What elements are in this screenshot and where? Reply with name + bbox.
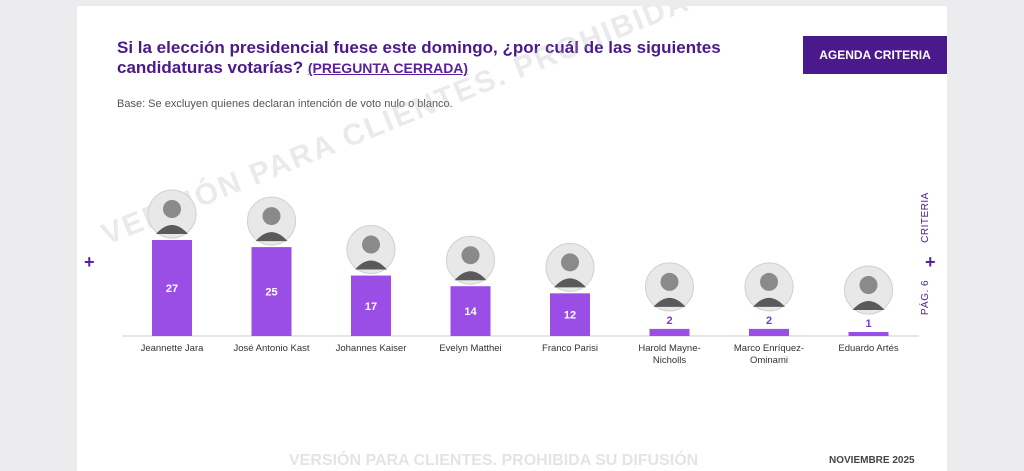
bar — [749, 328, 789, 336]
base-note: Base: Se excluyen quienes declaran inten… — [117, 98, 453, 110]
avatar-head — [163, 200, 181, 218]
avatar-head — [760, 272, 778, 291]
category-label: Johannes Kaiser — [336, 343, 407, 354]
avatar-shoulders — [156, 225, 188, 234]
avatar-shoulders — [255, 232, 288, 242]
bar-value-label: 14 — [464, 306, 477, 318]
category-label: Evelyn Matthei — [439, 343, 501, 354]
bar-value-label: 12 — [564, 310, 576, 322]
category-label: José Antonio Kast — [233, 343, 309, 354]
bar — [450, 286, 491, 336]
bar-value-label: 2 — [766, 315, 772, 327]
agenda-criteria-button[interactable]: AGENDA CRITERIA — [803, 36, 947, 74]
avatar-head — [660, 272, 679, 291]
bar-value-label: 25 — [265, 287, 277, 299]
report-slide: Si la elección presidencial fuese este d… — [77, 6, 947, 471]
question-note: (PREGUNTA CERRADA) — [307, 60, 469, 76]
bar — [848, 332, 889, 336]
avatar-shoulders — [355, 260, 387, 270]
question-text: Si la elección presidencial fuese este d… — [117, 38, 721, 77]
footer-watermark: VERSIÓN PARA CLIENTES. PROHIBIDA SU DIFU… — [289, 452, 699, 469]
right-plus-icon: + — [925, 252, 936, 272]
avatar-shoulders — [753, 297, 785, 307]
bar — [251, 247, 292, 336]
avatar-shoulders — [454, 271, 487, 281]
brand-vertical-label: CRITERIA — [919, 192, 931, 243]
bar-chart: 27 Jeannette Jara 25 José Antonio Kast 17 Joh… — [122, 189, 919, 366]
bar-value-label: 17 — [365, 301, 377, 313]
avatar-head — [859, 276, 878, 294]
category-label: Eduardo Artés — [838, 343, 898, 354]
bar-value-label: 1 — [865, 318, 871, 330]
bar — [152, 240, 192, 336]
bar — [649, 328, 690, 336]
avatar-head — [262, 207, 281, 226]
avatar-head — [461, 246, 480, 265]
page-title: Si la elección presidencial fuese este d… — [117, 38, 757, 78]
bar — [550, 293, 590, 336]
bar-value-label: 27 — [166, 283, 178, 295]
bar — [351, 275, 391, 336]
category-label: Jeannette Jara — [141, 343, 205, 354]
avatar-shoulders — [554, 278, 586, 288]
avatar-shoulders — [852, 301, 885, 310]
page-number: PÁG. 6 — [920, 279, 932, 316]
category-label: Marco Enríquez-Ominami — [734, 343, 804, 366]
category-label: Harold Mayne-Nicholls — [638, 343, 700, 366]
avatar-head — [561, 253, 579, 272]
bar-value-label: 2 — [666, 315, 672, 327]
left-plus-icon: + — [84, 252, 95, 272]
avatar-head — [362, 235, 380, 254]
category-label: Franco Parisi — [542, 343, 598, 354]
report-date: NOVIEMBRE 2025 — [829, 455, 915, 466]
avatar-shoulders — [653, 297, 686, 307]
